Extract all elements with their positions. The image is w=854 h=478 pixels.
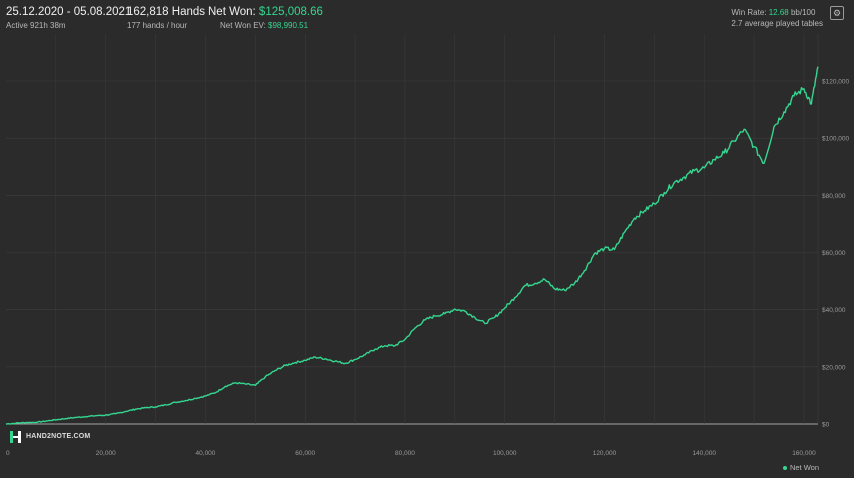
date-block: 25.12.2020 - 05.08.2021 Active 921h 38m [6,6,131,30]
win-rate: Win Rate: 12.68 bb/100 [731,7,823,18]
hands-count: 162,818 Hands [127,6,206,18]
y-tick-label: $120,000 [822,79,849,86]
x-axis-ticks: 0 20,000 40,000 60,000 80,000 100,000 120,000 1… [6,450,816,457]
y-tick-label: $40,000 [822,307,846,314]
hand2note-logo: HAND2NOTE.COM [10,430,91,443]
x-tick-label: 80,000 [395,450,415,457]
y-tick-label: $80,000 [822,193,846,200]
x-tick-label: 160,000 [792,450,816,457]
win-rate-unit: bb/100 [788,8,816,17]
hand2note-logo-icon [10,430,21,443]
ev-label: Net Won EV: [220,21,269,30]
y-tick-label: $60,000 [822,250,846,257]
x-tick-label: 20,000 [96,450,116,457]
chart-legend[interactable]: Net Won [782,463,819,472]
chart-grid [6,34,819,425]
logo-text: HAND2NOTE.COM [26,432,91,440]
hands-per-hour: 177 hands / hour [127,21,188,30]
net-won-value: $125,008.66 [258,6,323,18]
x-tick-label: 140,000 [692,450,716,457]
net-won-ev: Net Won EV: $98,990.51 [220,21,323,30]
chart-series [5,66,819,425]
active-time: Active 921h 38m [6,21,66,30]
win-rate-value: 12.68 [768,8,789,17]
y-tick-label: $0 [822,422,830,429]
x-tick-label: 120,000 [593,450,617,457]
x-tick-label: 60,000 [295,450,315,457]
y-tick-label: $100,000 [822,136,849,143]
net-won-block: Net Won: $125,008.66 Net Won EV: $98,990… [208,6,323,30]
net-won: Net Won: $125,008.66 [208,6,323,18]
legend-label: Net Won [789,463,819,472]
average-tables: 2.7 average played tables [731,19,823,28]
settings-icon[interactable]: ⚙ [830,6,844,20]
win-rate-label: Win Rate: [731,8,769,17]
ev-value: $98,990.51 [268,21,309,30]
date-range: 25.12.2020 - 05.08.2021 [6,6,132,18]
y-axis-ticks: $0 $20,000 $40,000 $60,000 $80,000 $100,000 $1… [822,79,849,429]
win-rate-block: Win Rate: 12.68 bb/100 2.7 average playe… [731,7,823,29]
hands-block: 162,818 Hands 177 hands / hour [127,6,205,30]
series-line-net-won [5,66,819,425]
y-tick-label: $20,000 [822,364,846,371]
x-tick-label: 40,000 [196,450,216,457]
net-won-label: Net Won: [208,6,259,18]
x-tick-label: 100,000 [493,450,517,457]
x-tick-label: 0 [6,450,10,457]
legend-dot-icon [782,466,787,471]
